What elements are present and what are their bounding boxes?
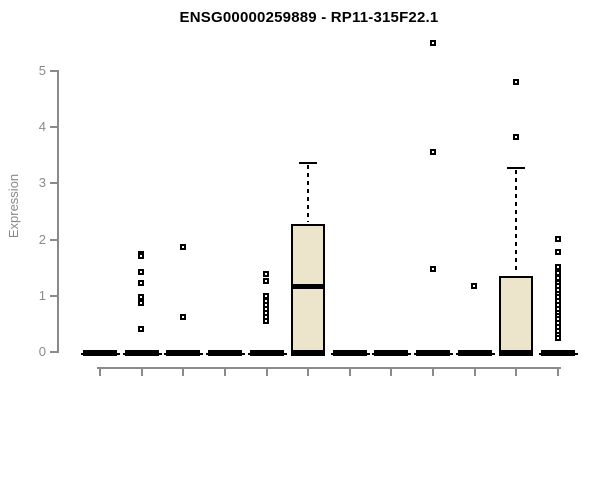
outlier-point: [429, 266, 436, 273]
zero-box: [541, 350, 576, 356]
outlier-point: [263, 317, 270, 324]
zero-box: [416, 350, 451, 356]
x-axis-tick: [182, 369, 185, 376]
x-axis-line: [97, 367, 562, 369]
outlier-point: [263, 271, 270, 278]
y-tick-label: 5: [38, 63, 46, 78]
zero-box: [332, 350, 367, 356]
box: [499, 275, 534, 355]
upper-whisker: [515, 170, 518, 274]
chart-title: ENSG00000259889 - RP11-315F22.1: [179, 9, 439, 26]
x-axis-tick: [223, 369, 226, 376]
outlier-point: [429, 39, 436, 46]
box: [291, 223, 326, 355]
zero-box: [207, 350, 242, 356]
zero-box: [457, 350, 492, 356]
box-bottom-cap: [291, 350, 326, 356]
x-axis-tick: [557, 369, 560, 376]
y-tick-label: 4: [38, 119, 46, 135]
outlier-point: [179, 314, 186, 321]
y-axis-tick: [50, 238, 57, 241]
outlier-point: [471, 283, 478, 290]
outlier-point: [554, 248, 561, 255]
upper-whisker-cap: [299, 161, 318, 164]
zero-box: [374, 350, 409, 356]
zero-box: [83, 350, 117, 356]
upper-whisker-cap: [507, 167, 526, 170]
x-axis-tick: [265, 369, 268, 376]
y-axis-tick: [50, 351, 57, 353]
outlier-point: [179, 243, 186, 250]
y-axis-tick: [50, 182, 57, 185]
y-tick-label: 0: [38, 344, 46, 359]
outlier-point: [512, 134, 519, 141]
outlier-point: [263, 293, 270, 300]
outlier-point: [138, 253, 145, 260]
zero-box: [166, 350, 201, 356]
outlier-point: [138, 280, 145, 287]
y-axis-tick: [50, 70, 57, 72]
x-axis-tick: [140, 369, 143, 376]
outlier-point: [554, 270, 561, 277]
outlier-point: [554, 263, 561, 270]
zero-box: [124, 350, 159, 356]
y-axis-tick: [50, 126, 57, 129]
outlier-point: [138, 294, 145, 301]
box-bottom-cap: [499, 350, 534, 356]
y-tick-label: 3: [38, 175, 46, 191]
outlier-point: [263, 278, 270, 285]
zero-box: [249, 350, 284, 356]
y-axis-tick: [50, 294, 57, 297]
outlier-point: [138, 300, 145, 307]
outlier-point: [429, 149, 436, 156]
x-axis-tick: [432, 369, 435, 376]
x-axis-tick: [390, 369, 393, 376]
x-axis-tick: [515, 369, 518, 376]
outlier-point: [138, 268, 145, 275]
x-axis-tick: [99, 369, 101, 376]
y-axis-label: Expression: [6, 173, 21, 239]
upper-whisker: [307, 164, 310, 222]
x-axis-tick: [348, 369, 351, 376]
median-line: [291, 283, 326, 289]
x-axis-tick: [473, 369, 476, 376]
y-tick-label: 2: [38, 231, 46, 247]
outlier-point: [512, 78, 519, 85]
y-tick-label: 1: [38, 287, 46, 303]
x-axis-tick: [307, 369, 310, 376]
outlier-point: [138, 325, 145, 332]
outlier-point: [554, 236, 561, 243]
outlier-point: [554, 334, 561, 341]
y-axis-line: [57, 70, 59, 353]
